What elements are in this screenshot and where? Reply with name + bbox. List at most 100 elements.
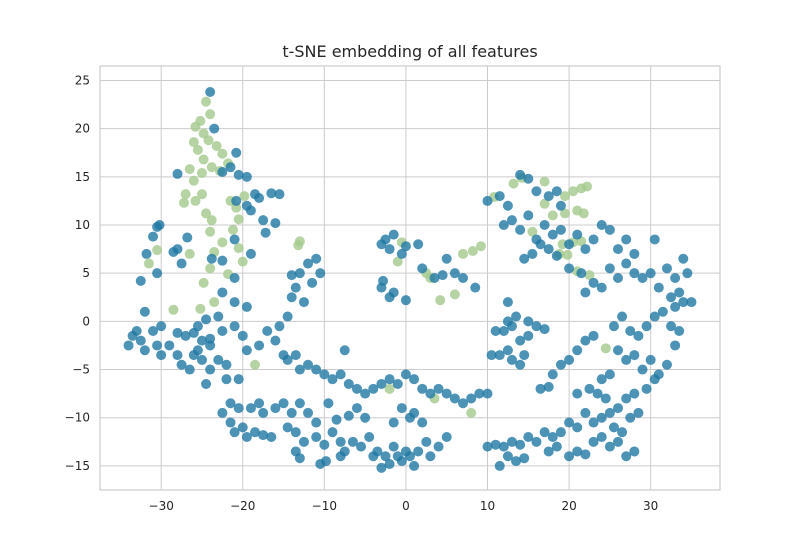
scatter-point-blue xyxy=(335,436,346,447)
scatter-point-green xyxy=(211,140,222,151)
scatter-point-green xyxy=(562,249,573,260)
scatter-point-blue xyxy=(241,171,252,182)
scatter-point-blue xyxy=(482,441,493,452)
scatter-point-green xyxy=(527,226,538,237)
scatter-point-blue xyxy=(637,273,648,283)
scatter-point-blue xyxy=(686,297,697,308)
scatter-point-blue xyxy=(286,292,297,303)
scatter-point-green xyxy=(578,208,589,219)
scatter-point-blue xyxy=(564,417,575,428)
x-tick-labels: −30 −20 −10 0 10 20 30 xyxy=(149,499,659,513)
scatter-point-blue xyxy=(621,258,632,269)
scatter-point-blue xyxy=(245,248,256,259)
scatter-point-blue xyxy=(413,446,424,457)
scatter-point-blue xyxy=(588,436,599,447)
scatter-point-green xyxy=(584,270,595,281)
scatter-point-blue xyxy=(388,441,399,452)
scatter-point-blue xyxy=(231,147,242,158)
x-tick-label: −10 xyxy=(312,499,337,513)
scatter-point-blue xyxy=(572,422,583,433)
scatter-point-blue xyxy=(523,330,534,341)
scatter-point-blue xyxy=(311,432,322,442)
scatter-point-blue xyxy=(535,383,546,394)
scatter-point-blue xyxy=(294,398,305,409)
scatter-point-blue xyxy=(205,87,216,98)
scatter-point-blue xyxy=(539,220,550,230)
scatter-point-green xyxy=(600,343,611,354)
scatter-point-green xyxy=(458,248,469,259)
scatter-point-blue xyxy=(543,191,554,202)
scatter-point-green xyxy=(547,210,558,221)
scatter-point-green xyxy=(203,135,214,146)
scatter-point-blue xyxy=(217,407,228,418)
scatter-point-blue xyxy=(604,407,615,418)
scatter-point-blue xyxy=(396,403,407,414)
scatter-point-blue xyxy=(384,374,395,385)
scatter-point-blue xyxy=(135,335,146,346)
scatter-point-blue xyxy=(331,414,342,425)
scatter-point-blue xyxy=(229,273,240,283)
scatter-point-green xyxy=(198,154,209,165)
scatter-point-blue xyxy=(205,340,216,351)
scatter-point-blue xyxy=(506,215,517,226)
scatter-point-green xyxy=(201,208,212,219)
scatter-point-blue xyxy=(588,330,599,341)
scatter-point-green xyxy=(205,226,216,237)
scatter-point-blue xyxy=(417,417,428,428)
scatter-point-blue xyxy=(409,407,420,418)
scatter-point-blue xyxy=(502,200,513,211)
scatter-point-blue xyxy=(674,287,685,298)
scatter-point-green xyxy=(198,277,209,288)
scatter-point-blue xyxy=(580,407,591,418)
scatter-point-blue xyxy=(209,123,220,134)
scatter-points xyxy=(123,87,697,473)
scatter-point-blue xyxy=(135,275,146,286)
scatter-point-green xyxy=(188,175,199,186)
scatter-point-blue xyxy=(311,364,322,375)
scatter-point-blue xyxy=(380,451,391,462)
scatter-point-blue xyxy=(254,398,265,409)
scatter-point-blue xyxy=(364,432,375,442)
scatter-point-blue xyxy=(441,432,452,442)
scatter-point-blue xyxy=(258,430,269,441)
scatter-point-blue xyxy=(596,374,607,385)
y-tick-label: 25 xyxy=(75,73,90,87)
scatter-point-blue xyxy=(376,379,387,389)
scatter-point-blue xyxy=(384,292,395,303)
scatter-point-blue xyxy=(641,321,652,332)
scatter-point-blue xyxy=(661,359,672,370)
scatter-point-blue xyxy=(388,417,399,428)
scatter-point-blue xyxy=(262,326,273,336)
scatter-point-blue xyxy=(490,326,501,336)
scatter-point-blue xyxy=(250,427,260,438)
scatter-point-green xyxy=(190,121,201,132)
scatter-point-blue xyxy=(320,456,331,467)
scatter-point-blue xyxy=(649,311,660,322)
scatter-point-blue xyxy=(608,422,619,433)
scatter-point-blue xyxy=(237,330,248,341)
scatter-point-blue xyxy=(506,354,517,365)
scatter-point-blue xyxy=(531,186,542,197)
scatter-point-blue xyxy=(339,345,350,356)
scatter-point-blue xyxy=(270,218,281,229)
y-tick-label: −10 xyxy=(65,411,90,425)
scatter-point-blue xyxy=(233,374,244,385)
scatter-point-blue xyxy=(184,364,195,375)
scatter-point-blue xyxy=(258,215,269,226)
scatter-point-blue xyxy=(254,340,265,351)
chart-title: t-SNE embedding of all features xyxy=(282,42,537,61)
scatter-point-green xyxy=(188,137,199,148)
scatter-point-blue xyxy=(617,427,628,438)
scatter-point-blue xyxy=(433,441,444,452)
scatter-point-blue xyxy=(148,326,159,336)
scatter-point-blue xyxy=(409,374,420,385)
scatter-point-blue xyxy=(551,250,562,261)
scatter-point-blue xyxy=(547,229,558,240)
scatter-point-blue xyxy=(417,263,428,274)
scatter-point-blue xyxy=(502,345,513,356)
scatter-point-blue xyxy=(621,393,632,404)
scatter-point-blue xyxy=(474,388,485,399)
scatter-point-blue xyxy=(343,379,354,389)
scatter-point-blue xyxy=(425,388,436,399)
scatter-point-green xyxy=(239,191,250,202)
